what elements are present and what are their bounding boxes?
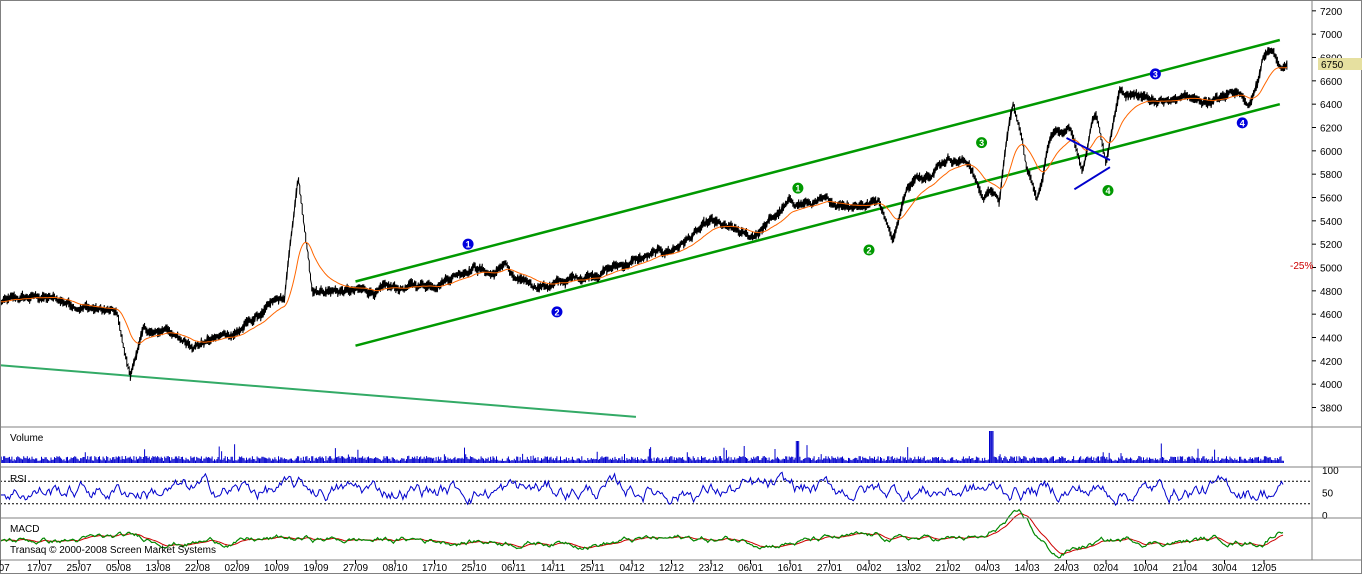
- time-tick-label: 10/04: [1133, 563, 1158, 574]
- time-tick-label: 14/03: [1014, 563, 1039, 574]
- time-tick-label: 25/11: [580, 563, 605, 574]
- wave-marker-label: 4: [1105, 186, 1110, 196]
- wave-marker-7: [1149, 68, 1161, 80]
- time-tick-label: 04/02: [856, 563, 881, 574]
- price-tick-label: 4400: [1320, 334, 1343, 345]
- time-tick-label: 04/12: [619, 563, 644, 574]
- price-tick-label: 4600: [1320, 310, 1343, 321]
- wave-marker-label: 3: [1153, 69, 1158, 79]
- time-tick-label: 25/10: [461, 563, 486, 574]
- time-tick-label: 13/08: [145, 563, 170, 574]
- time-tick-label: 27/09: [343, 563, 368, 574]
- triangle-lower-line: [1073, 166, 1111, 191]
- price-tick-label: 6200: [1320, 124, 1343, 135]
- time-tick-label: 21/04: [1172, 563, 1197, 574]
- price-tick-label: 4800: [1320, 287, 1343, 298]
- wave-marker-label: 1: [795, 184, 800, 194]
- wave-marker-label: 4: [1240, 118, 1245, 128]
- drop-percent-label: -25%: [1290, 261, 1313, 272]
- time-tick-label: 24/03: [1054, 563, 1079, 574]
- time-tick-label: 22/08: [185, 563, 210, 574]
- wave-marker-label: 2: [554, 307, 559, 317]
- price-tick-label: 6600: [1320, 77, 1343, 88]
- moving-average-series: [0, 66, 1287, 344]
- time-tick-label: 02/09: [224, 563, 249, 574]
- last-value-badge: [1318, 58, 1362, 70]
- rsi-series: [0, 471, 1284, 506]
- wave-marker-3: [792, 182, 804, 194]
- time-tick-label: 12/12: [659, 563, 684, 574]
- time-tick-label: 16/01: [777, 563, 802, 574]
- rsi-tick-label: 0: [1322, 511, 1328, 522]
- wave-marker-label: 3: [979, 138, 984, 148]
- rsi-tick-label: 100: [1322, 466, 1339, 477]
- price-tick-label: 5000: [1320, 264, 1343, 275]
- rsi-panel-title: RSI: [10, 474, 27, 485]
- time-tick-label: 19/09: [303, 563, 328, 574]
- time-tick-label: 23/12: [698, 563, 723, 574]
- macd-series: [0, 508, 1284, 559]
- price-tick-label: 5400: [1320, 217, 1343, 228]
- time-tick-label: 12/05: [1251, 563, 1276, 574]
- volume-panel-title: Volume: [10, 433, 44, 444]
- time-tick-label: 17/10: [422, 563, 447, 574]
- price-tick-label: 5600: [1320, 194, 1343, 205]
- price-tick-label: 7200: [1320, 7, 1343, 18]
- time-tick-label: 06/01: [738, 563, 763, 574]
- wave-marker-1: [462, 238, 474, 250]
- wave-marker-5: [976, 137, 988, 149]
- price-tick-label: 6400: [1320, 100, 1343, 111]
- wave-marker-2: [551, 306, 563, 318]
- time-tick-label: 08/10: [382, 563, 407, 574]
- macd-panel-title: MACD: [10, 524, 39, 535]
- channel-upper-line: [355, 38, 1281, 283]
- time-tick-label: 05/08: [106, 563, 131, 574]
- volume-bars: [0, 431, 1284, 463]
- channel-lower-line: [355, 102, 1281, 347]
- price-tick-label: 7000: [1320, 30, 1343, 41]
- price-tick-label: 5800: [1320, 170, 1343, 181]
- wave-marker-4: [863, 244, 875, 256]
- time-tick-label: 06/11: [501, 563, 526, 574]
- time-tick-label: 25/07: [66, 563, 91, 574]
- price-tick-label: 5200: [1320, 240, 1343, 251]
- last-value-text: 6750: [1321, 60, 1344, 71]
- old-trendline: [0, 364, 637, 418]
- price-tick-label: 4000: [1320, 380, 1343, 391]
- wave-marker-label: 2: [866, 246, 871, 256]
- time-tick-label: 14/11: [541, 563, 566, 574]
- time-tick-label: 30/04: [1212, 563, 1237, 574]
- price-tick-label: 4200: [1320, 357, 1343, 368]
- triangle-upper-line: [1066, 137, 1111, 162]
- copyright-text: Transaq © 2000-2008 Screen Market System…: [10, 545, 216, 556]
- time-tick-label: 27/01: [817, 563, 842, 574]
- wave-marker-6: [1102, 185, 1114, 196]
- wave-marker-8: [1236, 117, 1248, 129]
- price-series: [0, 47, 1288, 381]
- time-tick-label: 21/02: [935, 563, 960, 574]
- time-tick-label: 17/07: [27, 563, 52, 574]
- price-tick-label: 6000: [1320, 147, 1343, 158]
- wave-marker-label: 1: [466, 240, 471, 250]
- time-tick-label: 04/03: [975, 563, 1000, 574]
- time-tick-label: 10/09: [264, 563, 289, 574]
- time-tick-label: 13/02: [896, 563, 921, 574]
- rsi-tick-label: 50: [1322, 489, 1334, 500]
- price-tick-label: 3800: [1320, 404, 1343, 415]
- time-tick-label: 02/04: [1093, 563, 1118, 574]
- time-tick-label: 3/07: [0, 563, 10, 574]
